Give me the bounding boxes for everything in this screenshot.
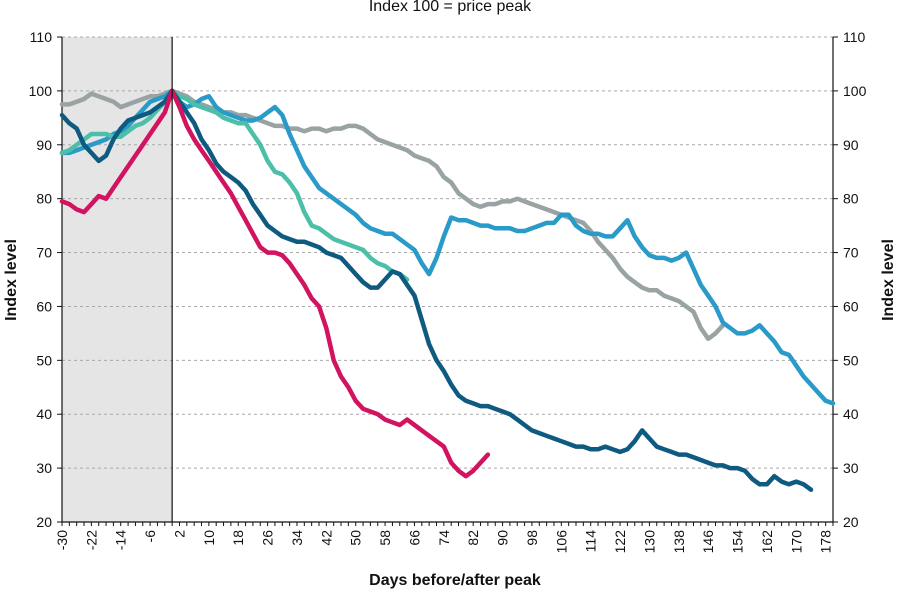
y-tick-label-left: 70 [36, 245, 52, 261]
x-tick-label: 74 [436, 530, 452, 546]
series-lines [59, 88, 836, 492]
y-axis-title-right: Index level [880, 239, 897, 321]
chart-subtitle: Index 100 = price peak [369, 0, 532, 15]
y-axis-left-ticks: 20 30 40 50 60 70 80 90 100 110 [29, 29, 62, 530]
x-tick-label: -14 [113, 530, 129, 550]
y-tick-label-right: 70 [843, 245, 859, 261]
x-tick-label: 18 [230, 530, 246, 546]
x-tick-label: 122 [612, 530, 628, 554]
y-tick-label-left: 30 [36, 460, 52, 476]
x-tick-label: -22 [83, 530, 99, 550]
x-tick-label: 66 [406, 530, 422, 546]
series-line-dark-blue [59, 88, 814, 492]
x-tick-label: 2 [171, 530, 187, 538]
x-tick-label: 114 [583, 530, 599, 553]
y-tick-label-right: 90 [843, 137, 859, 153]
series-line-light-blue [59, 88, 836, 406]
x-tick-label: 98 [524, 530, 540, 546]
x-tick-label: 10 [201, 530, 217, 546]
x-tick-label: 146 [700, 530, 716, 554]
x-tick-label: 42 [318, 530, 334, 546]
y-tick-label-right: 110 [843, 29, 866, 45]
y-tick-label-left: 40 [36, 406, 52, 422]
y-tick-label-right: 50 [843, 352, 859, 368]
x-axis-title: Days before/after peak [369, 572, 541, 589]
series-line-teal [59, 88, 410, 282]
peak-shaded-region [62, 37, 173, 522]
y-tick-label-right: 100 [843, 83, 867, 99]
series-line-magenta [59, 88, 491, 479]
pre-peak-shade [62, 37, 173, 522]
y-axis-right-ticks: 20 30 40 50 60 70 80 90 100 110 [833, 29, 867, 530]
y-tick-label-right: 80 [843, 191, 859, 207]
x-tick-label: 58 [377, 530, 393, 546]
x-tick-label: 26 [260, 530, 276, 546]
y-tick-label-left: 60 [36, 298, 52, 314]
x-tick-label: -6 [142, 530, 158, 543]
y-tick-label-left: 90 [36, 137, 52, 153]
x-tick-label: 170 [788, 530, 804, 554]
y-tick-label-right: 60 [843, 298, 859, 314]
x-tick-label: 34 [289, 530, 305, 546]
y-tick-label-left: 20 [36, 514, 52, 530]
x-tick-label: 90 [495, 530, 511, 546]
gridlines [62, 36, 833, 469]
x-tick-label: 162 [759, 530, 775, 554]
axes [61, 37, 834, 523]
x-tick-label: -30 [54, 530, 70, 550]
y-tick-label-right: 40 [843, 406, 859, 422]
y-tick-label-left: 50 [36, 352, 52, 368]
x-axis-ticks: -30 -22 -14 -6 2 10 18 26 34 42 50 58 66 74 82 90 98 106 1… [54, 522, 834, 553]
x-tick-label: 178 [818, 530, 834, 554]
y-tick-label-left: 110 [30, 29, 53, 45]
y-axis-title-left: Index level [3, 239, 20, 321]
y-tick-label-right: 20 [843, 514, 859, 530]
x-tick-label: 138 [671, 530, 687, 554]
x-tick-label: 154 [730, 530, 746, 554]
y-tick-label-left: 100 [29, 83, 53, 99]
x-tick-label: 106 [553, 530, 569, 554]
y-tick-label-right: 30 [843, 460, 859, 476]
x-tick-label: 130 [641, 530, 657, 554]
y-tick-label-left: 80 [36, 191, 52, 207]
x-tick-label: 82 [465, 530, 481, 546]
x-tick-label: 50 [348, 530, 364, 546]
